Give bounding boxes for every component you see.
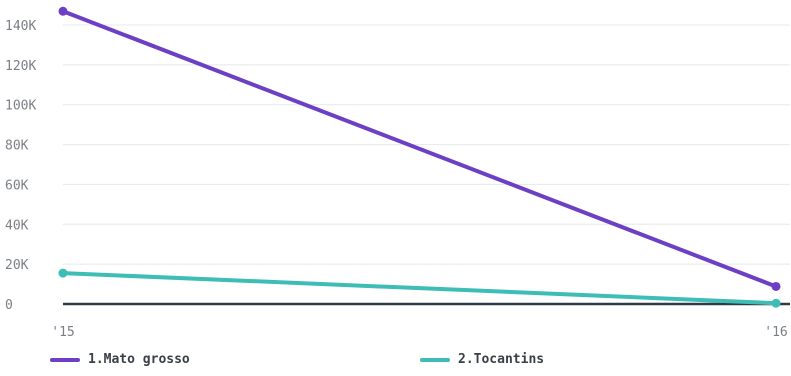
- legend-swatch-mato-grosso: [50, 357, 80, 362]
- series-line: [61, 9, 778, 289]
- y-axis-ticks: 0 20K 40K 60K 80K 100K 120K 140K: [5, 19, 36, 313]
- x-axis-ticks: '15 '16: [51, 325, 787, 340]
- data-point: [771, 298, 781, 308]
- legend-swatch-tocantins: [420, 357, 450, 362]
- x-tick-label: '15: [51, 325, 74, 340]
- data-point: [771, 281, 781, 291]
- legend: 1.Mato grosso 2.Tocantins: [0, 352, 791, 376]
- grid-lines: [63, 24, 790, 265]
- series-line: [61, 271, 778, 306]
- x-tick-label: '16: [764, 325, 787, 340]
- series-layer: [58, 6, 781, 308]
- legend-item-mato-grosso[interactable]: 1.Mato grosso: [50, 352, 190, 367]
- data-point: [58, 6, 68, 16]
- legend-item-tocantins[interactable]: 2.Tocantins: [420, 352, 544, 367]
- y-tick-label: 100K: [5, 99, 36, 114]
- y-tick-label: 120K: [5, 59, 36, 74]
- y-tick-label: 0: [5, 298, 13, 313]
- y-tick-label: 60K: [5, 178, 29, 193]
- y-tick-label: 140K: [5, 19, 36, 34]
- y-tick-label: 20K: [5, 258, 29, 273]
- line-chart: 0 20K 40K 60K 80K 100K 120K 140K '15 '16: [5, 6, 790, 340]
- legend-label-tocantins: 2.Tocantins: [458, 352, 545, 367]
- data-point: [58, 268, 68, 278]
- legend-label-mato-grosso: 1.Mato grosso: [88, 352, 190, 367]
- y-tick-label: 80K: [5, 139, 29, 154]
- y-tick-label: 40K: [5, 218, 29, 233]
